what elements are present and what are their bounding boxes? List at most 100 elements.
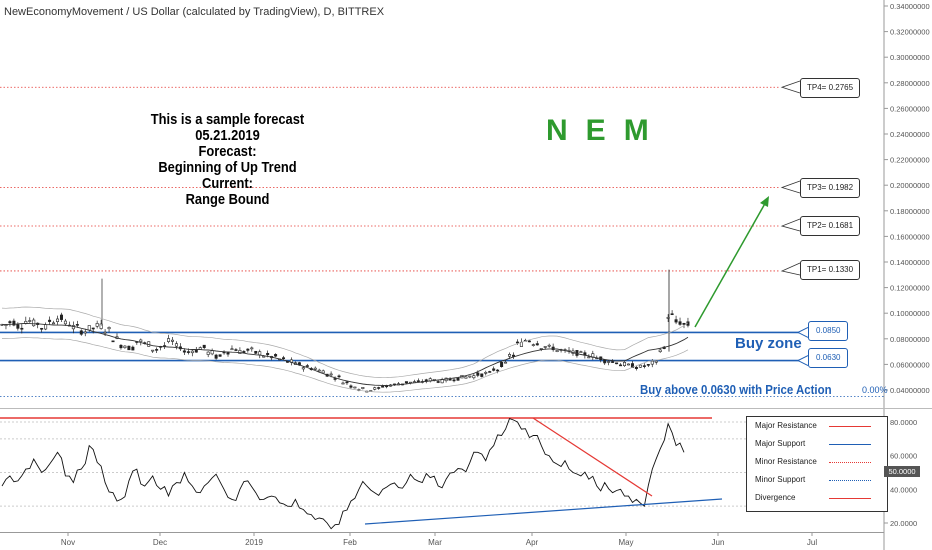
candle-body xyxy=(452,379,456,382)
price-tick-label: 0.16000000 xyxy=(890,232,930,241)
candle-body xyxy=(63,320,67,325)
candle-body xyxy=(40,327,44,330)
candle-body xyxy=(32,319,36,327)
candle-body xyxy=(186,351,190,353)
candle-body xyxy=(349,385,353,388)
candle-body xyxy=(206,351,210,355)
candle-body xyxy=(75,324,79,326)
legend-swatch xyxy=(829,426,871,427)
candle-body xyxy=(535,343,539,346)
candle-body xyxy=(508,354,512,357)
price-tick-label: 0.34000000 xyxy=(890,2,930,11)
candle-body xyxy=(496,369,500,372)
candle-body xyxy=(404,381,408,384)
legend-label: Divergence xyxy=(755,493,796,502)
forecast-line: Forecast: xyxy=(198,143,257,160)
candle-body xyxy=(642,365,646,367)
candle-body xyxy=(282,357,286,359)
price-tick-label: 0.08000000 xyxy=(890,335,930,344)
candle-body xyxy=(321,370,325,374)
candle-body xyxy=(111,340,115,343)
zone-top-label: 0.0850 xyxy=(808,321,849,341)
candle-body xyxy=(103,331,107,334)
forecast-arrow-head xyxy=(760,196,769,207)
candle-body xyxy=(99,323,103,329)
candle-body xyxy=(333,378,337,380)
tp1-label: TP1= 0.1330 xyxy=(800,260,861,280)
candle-body xyxy=(131,346,135,351)
candle-body xyxy=(79,330,83,335)
candle-body xyxy=(484,372,488,374)
candle-body xyxy=(654,360,658,363)
candle-body xyxy=(579,351,583,353)
forecast-line: Current: xyxy=(202,175,253,192)
candle-body xyxy=(543,346,547,348)
candle-body xyxy=(468,375,472,378)
candle-body xyxy=(167,338,171,342)
rsi-tick-label: 20.0000 xyxy=(890,519,917,528)
candle-body xyxy=(44,324,48,330)
candle-body xyxy=(28,320,32,322)
candle-body xyxy=(646,364,650,366)
candle-body xyxy=(48,319,52,322)
price-tick-label: 0.20000000 xyxy=(890,181,930,190)
candle-body xyxy=(313,367,317,370)
target-callout-pointer xyxy=(780,180,801,194)
candle-body xyxy=(151,349,155,352)
candle-body xyxy=(83,331,87,334)
candle-body xyxy=(226,352,230,355)
legend-item: Major Resistance xyxy=(747,417,887,435)
forecast-line: 05.21.2019 xyxy=(195,127,260,144)
legend-label: Major Resistance xyxy=(755,421,817,430)
candle-body xyxy=(155,349,159,351)
x-tick-label: Mar xyxy=(428,538,442,547)
candle-body xyxy=(436,381,440,383)
candle-body xyxy=(341,382,345,385)
buy-above-label: Buy above 0.0630 with Price Action xyxy=(640,382,832,397)
candle-body xyxy=(52,322,56,325)
candle-body xyxy=(230,348,234,351)
legend-label: Minor Resistance xyxy=(755,457,817,466)
candle-body xyxy=(238,350,242,354)
target-callout-pointer xyxy=(780,262,801,276)
ticker-letter: M xyxy=(623,114,649,147)
divergence-line xyxy=(532,417,653,497)
rsi-current-badge: 50.0000 xyxy=(884,466,920,477)
legend-swatch xyxy=(829,480,871,481)
legend-label: Major Support xyxy=(755,439,806,448)
x-tick-label: Nov xyxy=(61,538,75,547)
forecast-arrow-line xyxy=(694,199,768,328)
tp3-label: TP3= 0.1982 xyxy=(800,178,861,198)
candle-body xyxy=(345,381,349,384)
ticker-letter: E xyxy=(585,114,606,147)
candle-body xyxy=(476,372,480,376)
candle-body xyxy=(456,377,460,381)
candle-body xyxy=(59,314,63,320)
candle-body xyxy=(551,346,555,351)
candle-body xyxy=(254,350,258,354)
candle-body xyxy=(127,345,131,351)
candle-body xyxy=(218,354,222,357)
candle-body xyxy=(20,327,24,330)
legend-item: Minor Support xyxy=(747,471,887,489)
symbol-title: NewEconomyMovement / US Dollar (calculat… xyxy=(4,6,385,18)
forecast-line: Beginning of Up Trend xyxy=(158,159,297,176)
legend-label: Minor Support xyxy=(755,475,806,484)
zone-callout-pointer xyxy=(796,326,809,338)
x-tick-label: Jun xyxy=(712,538,725,547)
candle-body xyxy=(607,361,611,363)
zone-bottom-label: 0.0630 xyxy=(808,348,849,368)
candle-body xyxy=(650,360,654,365)
candle-body xyxy=(373,387,377,390)
candle-body xyxy=(682,322,686,325)
candle-body xyxy=(174,343,178,347)
candle-body xyxy=(301,367,305,370)
price-tick-label: 0.04000000 xyxy=(890,386,930,395)
legend: Major Resistance Major Support Minor Res… xyxy=(746,416,888,512)
candle-body xyxy=(361,387,365,389)
candle-body xyxy=(234,349,238,351)
candle-body xyxy=(638,364,642,368)
legend-swatch xyxy=(829,498,871,499)
candle-body xyxy=(12,320,16,326)
